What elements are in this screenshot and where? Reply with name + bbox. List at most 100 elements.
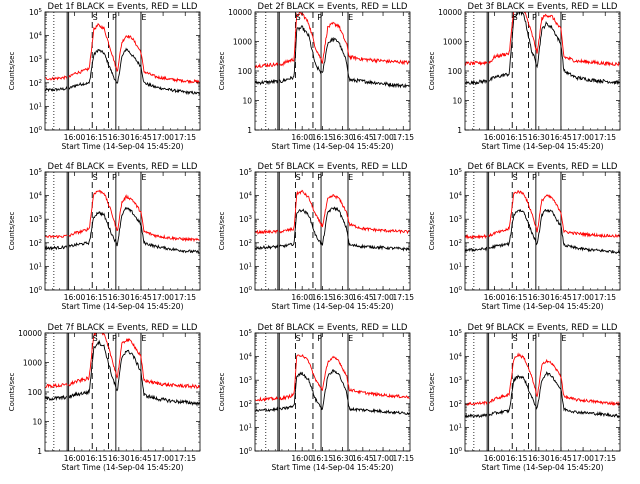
lld-series-line (465, 12, 620, 67)
y-tick-label: 101 (239, 423, 252, 432)
y-tick-label: 1000 (233, 38, 252, 47)
plot-frame (44, 171, 201, 291)
event-marker-label: S (513, 173, 518, 182)
event-marker-label: E (348, 173, 353, 182)
event-marker-label: S (93, 173, 98, 182)
event-marker-label: E (561, 13, 566, 22)
plot-area (255, 333, 410, 451)
events-series-line (45, 47, 200, 96)
plot-frame (464, 332, 621, 452)
y-tick-label: 10000 (18, 329, 42, 338)
panel-title: Det 4f BLACK = Events, RED = LLD (48, 162, 198, 172)
y-tick-label: 101 (29, 262, 42, 271)
event-marker-label: P (112, 173, 117, 182)
y-axis-label: Counts/sec (218, 52, 226, 91)
events-series-line (255, 368, 410, 416)
x-axis-label: Start Time (14-Sep-04 15:45:20) (482, 302, 604, 311)
x-axis-label: Start Time (14-Sep-04 15:45:20) (62, 463, 184, 472)
x-tick-label: 16:15 (86, 133, 108, 142)
y-tick-label: 10000 (228, 8, 252, 17)
event-marker-label: S (296, 13, 301, 22)
event-marker-label: E (141, 13, 146, 22)
x-tick-label: 16:45 (352, 133, 374, 142)
event-marker-label: E (141, 173, 146, 182)
y-tick-label: 102 (449, 239, 462, 248)
x-tick-label: 17:15 (392, 133, 414, 142)
x-tick-label: 16:00 (484, 133, 506, 142)
panel-title: Det 9f BLACK = Events, RED = LLD (468, 323, 618, 333)
x-tick-label: 16:30 (332, 293, 354, 302)
y-tick-label: 101 (239, 262, 252, 271)
x-tick-label: 16:45 (352, 293, 374, 302)
plot-area (45, 12, 200, 130)
y-tick-label: 104 (239, 353, 253, 362)
y-tick-label: 103 (239, 376, 253, 385)
y-tick-label: 102 (29, 79, 42, 88)
y-axis-label: Counts/sec (428, 212, 436, 251)
event-marker-label: E (348, 13, 353, 22)
x-tick-label: 16:15 (506, 133, 528, 142)
x-tick-label: 17:00 (372, 293, 394, 302)
x-tick-label: 16:15 (312, 133, 334, 142)
y-tick-label: 100 (239, 286, 253, 295)
plot-area (45, 172, 200, 290)
y-tick-label: 104 (29, 32, 43, 41)
y-tick-label: 104 (449, 192, 463, 201)
plot-frame (254, 332, 411, 452)
x-tick-label: 17:15 (594, 293, 616, 302)
event-marker-label: P (532, 334, 537, 343)
x-tick-label: 17:00 (152, 454, 174, 463)
x-tick-label: 16:00 (484, 293, 506, 302)
x-tick-label: 16:00 (64, 454, 86, 463)
y-axis-label: Counts/sec (428, 52, 436, 91)
lld-series-line (465, 352, 620, 407)
event-marker-label: S (296, 173, 301, 182)
y-tick-label: 105 (29, 168, 43, 177)
x-tick-label: 16:15 (86, 454, 108, 463)
lld-series-line (255, 12, 410, 69)
x-tick-label: 16:00 (291, 293, 313, 302)
x-axis-label: Start Time (14-Sep-04 15:45:20) (272, 302, 394, 311)
x-axis-label: Start Time (14-Sep-04 15:45:20) (62, 302, 184, 311)
y-tick-label: 105 (29, 8, 43, 17)
y-tick-label: 1 (247, 126, 252, 135)
events-series-line (465, 208, 620, 254)
y-axis-label: Counts/sec (218, 212, 226, 251)
y-axis-label: Counts/sec (8, 212, 16, 251)
y-axis-label: Counts/sec (8, 373, 16, 412)
y-tick-label: 104 (29, 192, 43, 201)
lld-series-line (45, 189, 200, 243)
x-tick-label: 17:15 (174, 133, 196, 142)
y-tick-label: 1 (457, 126, 462, 135)
event-marker-label: P (317, 13, 322, 22)
y-tick-label: 103 (239, 215, 253, 224)
y-tick-label: 105 (239, 329, 253, 338)
y-tick-label: 105 (449, 329, 463, 338)
x-tick-label: 17:15 (594, 454, 616, 463)
panel-title: Det 7f BLACK = Events, RED = LLD (48, 323, 198, 333)
event-marker-label: P (532, 173, 537, 182)
y-axis-label: Counts/sec (8, 52, 16, 91)
x-tick-label: 16:15 (86, 293, 108, 302)
x-tick-label: 16:30 (332, 454, 354, 463)
events-series-line (45, 339, 200, 407)
x-tick-label: 16:30 (528, 293, 550, 302)
events-series-line (465, 12, 620, 86)
x-axis-label: Start Time (14-Sep-04 15:45:20) (272, 142, 394, 151)
events-series-line (255, 206, 410, 252)
y-tick-label: 101 (449, 262, 462, 271)
event-marker-label: P (112, 13, 117, 22)
event-marker-label: P (112, 334, 117, 343)
y-tick-label: 10 (32, 418, 42, 427)
plot-area (465, 172, 620, 290)
event-marker-label: E (348, 334, 353, 343)
y-tick-label: 1 (37, 447, 42, 456)
